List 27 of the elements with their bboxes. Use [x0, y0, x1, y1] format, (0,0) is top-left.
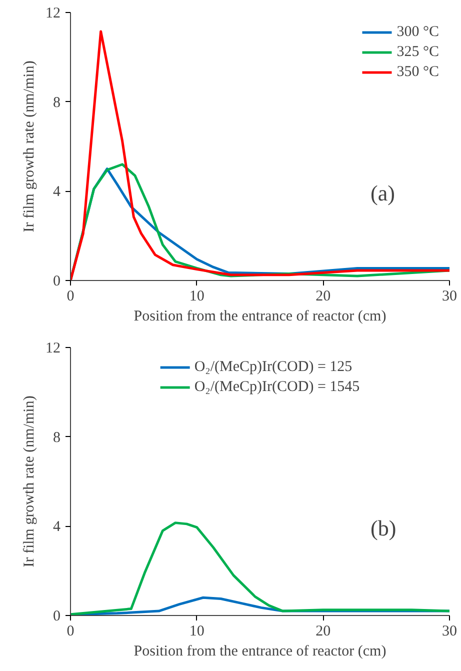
- y-tick-label: 4: [53, 184, 61, 200]
- y-tick-label: 0: [53, 608, 60, 624]
- x-tick-label: 0: [66, 288, 74, 304]
- x-tick-label: 20: [316, 288, 331, 304]
- legend-label: 300 °C: [396, 24, 439, 40]
- y-axis-title: Ir film growth rate (nm/min): [22, 60, 38, 232]
- annotation: (a): [370, 180, 395, 206]
- x-tick-label: 10: [189, 288, 204, 304]
- y-tick-label: 4: [53, 519, 61, 536]
- y-axis-title: Ir film growth rate (nm/min): [22, 396, 38, 568]
- legend-label: O₂/(MeCp)Ir(COD) = 125: [194, 358, 352, 376]
- x-tick-label: 0: [66, 624, 74, 640]
- x-axis-title: Position from the entrance of reactor (cm): [134, 644, 386, 660]
- y-tick-label: 12: [46, 6, 60, 22]
- x-tick-label: 20: [316, 624, 331, 640]
- x-axis-title: Position from the entrance of reactor (cm): [134, 308, 386, 324]
- x-tick-label: 30: [442, 288, 457, 304]
- y-tick-label: 8: [53, 94, 60, 111]
- y-tick-label: 12: [46, 340, 60, 356]
- legend-label: 350 °C: [396, 64, 439, 80]
- y-tick-label: 0: [53, 274, 60, 290]
- y-tick-label: 8: [53, 430, 60, 446]
- annotation: (b): [370, 516, 396, 540]
- legend-label: 325 °C: [396, 44, 439, 60]
- x-tick-label: 30: [442, 624, 457, 640]
- legend-label: O₂/(MeCp)Ir(COD) = 1545: [194, 378, 360, 396]
- x-tick-label: 10: [189, 624, 204, 640]
